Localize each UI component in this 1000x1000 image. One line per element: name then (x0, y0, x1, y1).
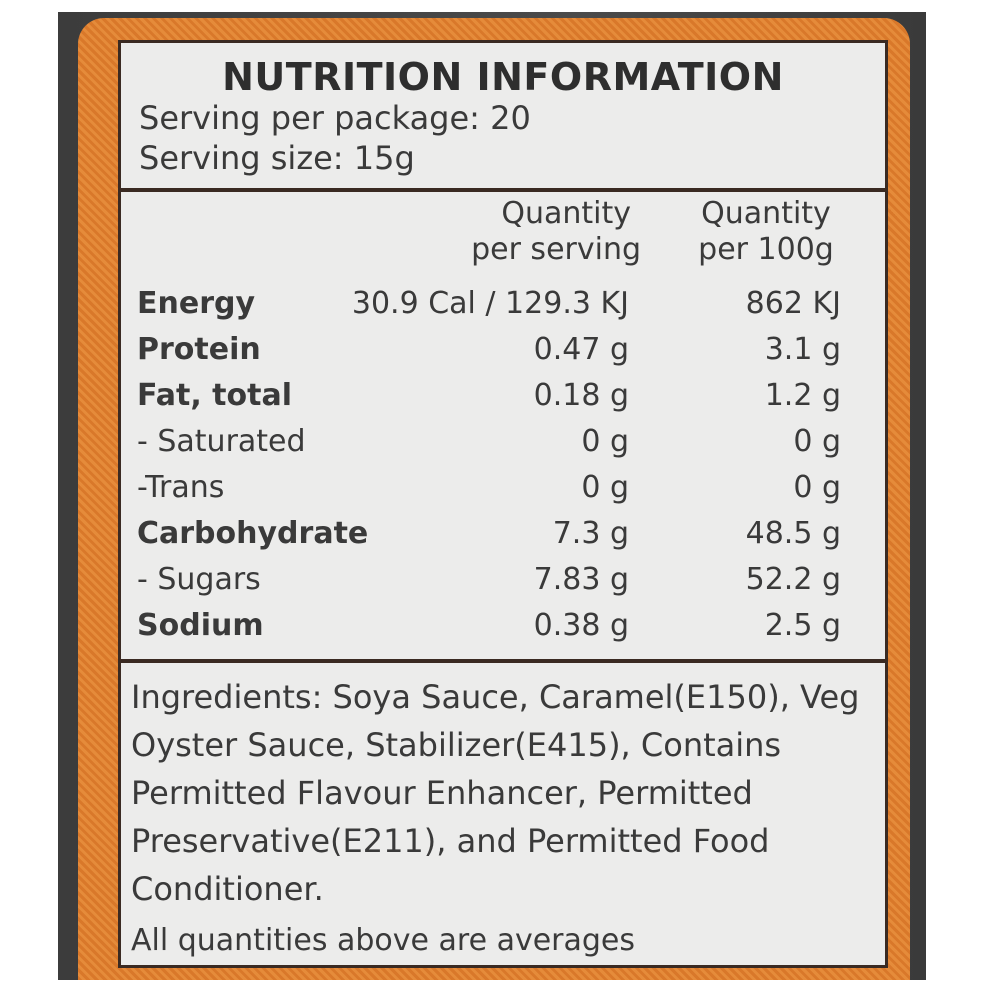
column-header-line: per 100g (698, 232, 834, 267)
per-100g-value: 0 g (793, 470, 841, 505)
per-100g-value: 0 g (793, 424, 841, 459)
per-100g-value: 1.2 g (764, 378, 841, 413)
nutrient-row: - Sugars 7.83 g 52.2 g (121, 562, 885, 608)
ingredients-line: Oyster Sauce, Stabilizer(E415), Contains (131, 726, 782, 764)
nutrient-name: -Trans (137, 470, 225, 505)
ingredients-line: Ingredients: Soya Sauce, Caramel(E150), … (131, 678, 860, 716)
per-100g-value: 862 KJ (745, 286, 841, 321)
per-serving-value: 0.38 g (533, 608, 629, 643)
per-serving-value: 0 g (581, 470, 629, 505)
panel-title: NUTRITION INFORMATION (222, 55, 784, 99)
nutrient-name: - Saturated (137, 424, 306, 459)
nutrient-row: Fat, total 0.18 g 1.2 g (121, 378, 885, 424)
nutrient-row: Protein 0.47 g 3.1 g (121, 332, 885, 378)
nutrient-row: Carbohydrate 7.3 g 48.5 g (121, 516, 885, 562)
per-serving-value: 0.18 g (533, 378, 629, 413)
per-serving-value: 7.3 g (552, 516, 629, 551)
per-100g-value: 3.1 g (764, 332, 841, 367)
per-serving-value: 0 g (581, 424, 629, 459)
per-serving-value: 0.47 g (533, 332, 629, 367)
nutrient-row: - Saturated 0 g 0 g (121, 424, 885, 470)
per-100g-value: 2.5 g (764, 608, 841, 643)
per-serving-value: 30.9 Cal / 129.3 KJ (351, 286, 629, 321)
column-header-per-100g: Quantity per 100g (681, 196, 851, 268)
footnote: All quantities above are averages (131, 923, 636, 958)
ingredients-line: Permitted Flavour Enhancer, Permitted (131, 774, 753, 812)
nutrient-name: Sodium (137, 608, 264, 643)
nutrient-row: Energy 30.9 Cal / 129.3 KJ 862 KJ (121, 286, 885, 332)
per-serving-value: 7.83 g (533, 562, 629, 597)
nutrition-panel: NUTRITION INFORMATION Serving per packag… (118, 40, 888, 968)
per-100g-value: 48.5 g (745, 516, 841, 551)
servings-per-package: Serving per package: 20 (139, 99, 531, 137)
nutrient-row: -Trans 0 g 0 g (121, 470, 885, 516)
nutrient-table: Quantity per serving Quantity per 100g E… (121, 192, 885, 663)
nutrient-name: Energy (137, 286, 256, 321)
nutrient-name: Carbohydrate (137, 516, 369, 551)
header-section: NUTRITION INFORMATION Serving per packag… (121, 43, 885, 192)
column-header-line: Quantity (501, 196, 631, 231)
column-header-per-serving: Quantity per serving (421, 196, 641, 268)
nutrient-name: Protein (137, 332, 261, 367)
per-100g-value: 52.2 g (745, 562, 841, 597)
serving-size: Serving size: 15g (139, 139, 415, 177)
ingredients-line: Conditioner. (131, 870, 324, 908)
nutrient-name: - Sugars (137, 562, 261, 597)
ingredients-line: Preservative(E211), and Permitted Food (131, 822, 770, 860)
nutrient-name: Fat, total (137, 378, 292, 413)
ingredients: Ingredients: Soya Sauce, Caramel(E150), … (131, 673, 881, 913)
column-header-line: per serving (471, 232, 641, 267)
nutrient-row: Sodium 0.38 g 2.5 g (121, 608, 885, 654)
column-header-line: Quantity (701, 196, 831, 231)
